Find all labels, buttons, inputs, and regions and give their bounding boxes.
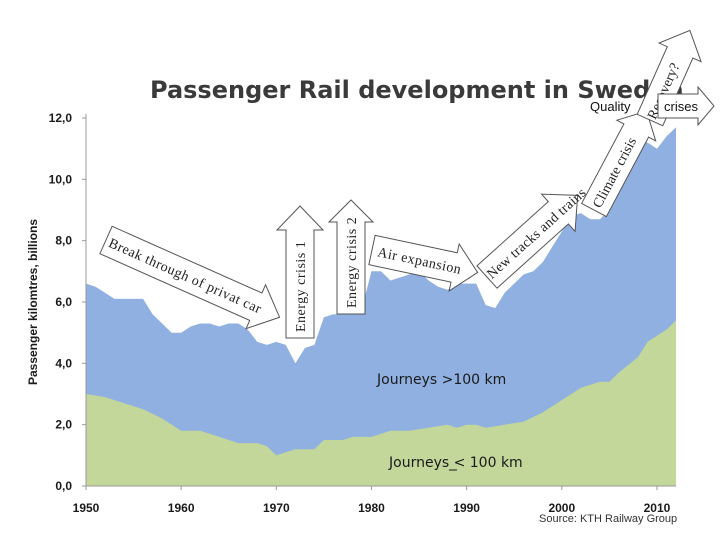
area-journeys-under-100km [86,320,676,486]
climate-crisis-arrow-shape [580,110,657,218]
area-journeys-over-100km [86,127,676,486]
source-note: Source: KTH Railway Group [539,513,677,525]
x-tick-label: 1990 [453,501,480,515]
y-tick-label: 12,0 [49,111,73,125]
y-tick-label: 2,0 [55,418,72,432]
new-tracks-arrow-shape [476,193,579,289]
x-tick-label: 1960 [168,501,195,515]
x-tick-label: 2000 [548,501,575,515]
chart-title: Passenger Rail development in Sweden [150,76,684,104]
energy-crisis-1-arrow: Energy crisis 1 [275,205,325,339]
energy-crisis-2-label: Energy crisis 2 [345,217,360,308]
privat-car-arrow-shape [99,225,281,330]
y-tick-label: 10,0 [49,172,73,186]
energy-crisis-2-arrow: Energy crisis 2 [327,199,375,315]
y-tick-label: 6,0 [55,295,72,309]
x-tick-label: 1980 [358,501,385,515]
y-tick-label: 0,0 [55,479,72,493]
axes-group: 0,0 2,0 4,0 6,0 8,0 10,0 12,0 1950 1960 1970 1980 1… [49,111,676,515]
x-tick-label: 1950 [73,501,100,515]
y-tick-label: 8,0 [55,234,72,248]
y-tick-label: 4,0 [55,356,72,370]
x-tick-label: 1970 [263,501,290,515]
air-expansion-arrow-shape [368,234,479,293]
series-label-short: Journeys < 100 km [388,455,523,471]
crises-arrow: crises [657,85,715,127]
crises-label: crises [664,99,698,114]
x-tick-label: 2010 [644,501,671,515]
area-series-group [86,127,676,486]
series-label-long: Journeys >100 km [376,372,506,388]
y-axis-label: Passenger kilomtres, billions [26,219,40,385]
quality-label: Quality [590,99,631,114]
crises-arrow-shape [657,85,715,127]
energy-crisis-1-arrow-shape [275,205,325,339]
energy-crisis-2-arrow-shape [327,199,375,315]
energy-crisis-1-label: Energy crisis 1 [294,241,309,332]
